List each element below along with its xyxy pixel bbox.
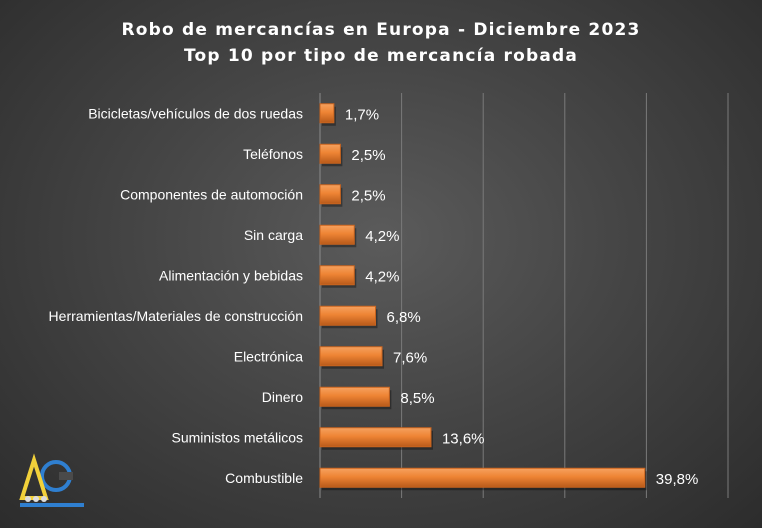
data-label: 2,5%	[351, 147, 385, 164]
data-label: 13,6%	[442, 430, 485, 447]
category-label: Sin carga	[244, 227, 303, 243]
data-label: 8,5%	[400, 390, 434, 407]
company-logo	[19, 453, 84, 507]
bars	[319, 103, 647, 491]
category-label: Combustible	[225, 470, 303, 486]
data-label: 6,8%	[386, 309, 420, 326]
bar	[319, 427, 432, 448]
category-label: Alimentación y bebidas	[159, 267, 303, 283]
category-label: Componentes de automoción	[120, 186, 303, 202]
labels: Bicicletas/vehículos de dos ruedas 1,7% Te…	[49, 105, 699, 488]
chart-title: Robo de mercancías en Europa - Diciembre…	[121, 20, 641, 40]
bar	[319, 224, 355, 245]
bar	[319, 103, 335, 124]
data-label: 7,6%	[393, 349, 427, 366]
data-label: 39,8%	[656, 471, 699, 488]
bar	[319, 386, 390, 407]
bar	[319, 305, 376, 326]
category-label: Bicicletas/vehículos de dos ruedas	[88, 105, 303, 121]
category-label: Electrónica	[234, 348, 303, 364]
category-label: Teléfonos	[243, 146, 303, 162]
category-label: Suministos metálicos	[172, 429, 304, 445]
data-label: 4,2%	[365, 228, 399, 245]
data-label: 1,7%	[345, 106, 379, 123]
category-label: Herramientas/Materiales de construcción	[49, 308, 303, 324]
data-label: 2,5%	[351, 187, 385, 204]
bar	[319, 346, 383, 367]
bar	[319, 143, 341, 164]
category-label: Dinero	[262, 389, 303, 405]
bar	[319, 265, 355, 286]
data-label: 4,2%	[365, 268, 399, 285]
bar	[319, 467, 646, 488]
bar	[319, 184, 341, 205]
chart-subtitle: Top 10 por tipo de mercancía robada	[183, 46, 579, 66]
